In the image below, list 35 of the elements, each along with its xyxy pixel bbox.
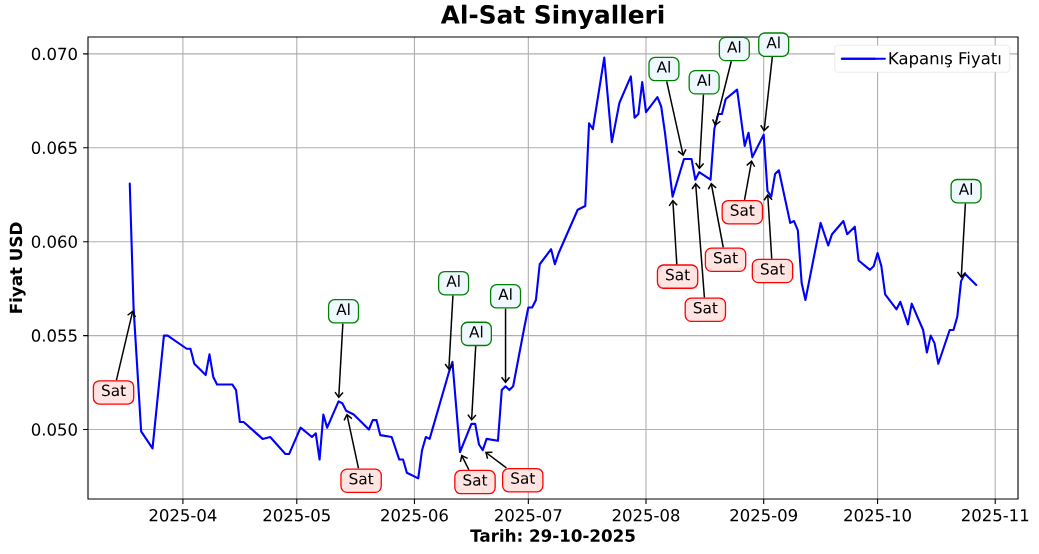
annotation: Al [469,325,483,338]
x-tick-label: 2025-04 [149,508,217,522]
y-tick-label: 0.060 [31,235,77,248]
y-tick-label: 0.065 [31,141,77,155]
annotation: Sat [349,472,374,485]
x-tick-label: 2025-09 [730,508,797,522]
annotation: Sat [463,474,488,486]
annotation: Al [656,60,670,73]
x-axis-title: Tarih: 29-10-2025 [470,529,635,542]
annotation: Sat [760,263,785,275]
annotation: Al [336,303,350,315]
annotation: Al [958,183,972,195]
x-tick-label: 2025-05 [263,508,330,522]
annotation: Sat [511,472,535,484]
annotation: Al [696,74,711,86]
annotation: Al [446,275,460,287]
annotation: Al [766,36,780,49]
annotation: Sat [693,301,718,314]
y-tick-label: 0.070 [31,47,77,61]
y-axis-title: Fiyat USD [9,222,26,313]
y-tick-label: 0.055 [31,329,77,342]
legend-label: Kapanış Fiyatı [889,51,1001,68]
chart-title: Al-Sat Sinyalleri [440,4,664,29]
x-tick-label: 2025-08 [612,508,680,522]
y-tick-label: 0.050 [31,423,77,436]
annotation: Sat [666,268,690,281]
annotation: Sat [730,204,755,216]
annotation: Al [498,288,512,300]
annotation: Sat [714,251,738,264]
x-tick-label: 2025-06 [381,508,448,522]
x-tick-label: 2025-07 [495,508,562,522]
annotation: Al [727,40,741,53]
annotation: Sat [102,384,126,397]
x-tick-label: 2025-10 [844,508,911,522]
x-tick-label: 2025-11 [961,508,1029,522]
